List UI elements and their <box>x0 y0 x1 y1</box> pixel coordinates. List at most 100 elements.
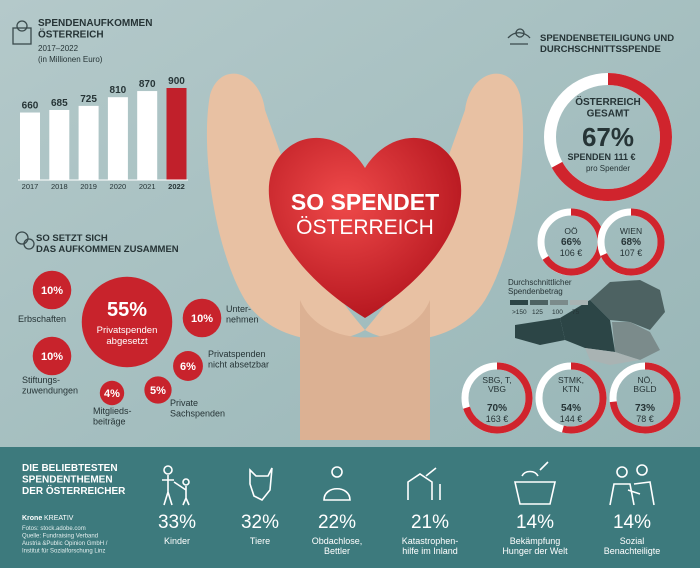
amount-label: 144 € <box>560 414 583 424</box>
category-label: Privatspenden abgesetzt <box>97 325 158 347</box>
chart-note: (in Millionen Euro) <box>38 55 103 64</box>
bar <box>49 109 70 180</box>
category-label: Obdachlose, Bettler <box>312 536 363 556</box>
legend-label: >150 <box>512 309 527 316</box>
category-label: STMK, KTN <box>558 375 584 394</box>
x-tick-label: 2018 <box>51 182 68 191</box>
brand: Krone <box>22 515 42 522</box>
sources: Fotos: stock.adobe.com Quelle: Fundraisin… <box>22 526 108 555</box>
value-label: 68% <box>621 237 641 248</box>
category-label: OÖ <box>564 226 578 236</box>
value-label: 32% <box>241 512 279 533</box>
value-label: 22% <box>318 512 356 533</box>
icon <box>12 20 531 250</box>
value-label: 66% <box>561 237 581 248</box>
category-label: Stiftungs-zuwendungen <box>22 375 78 395</box>
donut-arc <box>544 73 672 201</box>
chart-subtitle: 2017–2022 <box>38 44 79 53</box>
category-label: Bekämpfung Hunger der Welt <box>502 536 568 556</box>
x-tick-label: 2020 <box>110 182 127 191</box>
headline: SO SPENDET <box>291 189 439 215</box>
amount-prefix: SPENDEN <box>567 152 611 162</box>
legend-label: 100 <box>552 309 563 316</box>
brand-suffix: KREATIV <box>44 515 74 522</box>
value-label: 55% <box>107 299 147 321</box>
bar-value-label: 900 <box>168 76 185 87</box>
map <box>515 280 665 365</box>
amount-label: 106 € <box>560 248 583 258</box>
chart-title: SPENDENBETEILIGUNG UND DURCHSCHNITTSSPEND… <box>540 33 674 55</box>
value-label: 54% <box>561 403 581 414</box>
value-label: 10% <box>191 313 213 325</box>
bar <box>107 97 128 180</box>
chart-title: SO SETZT SICH DAS AUFKOMMEN ZUSAMMEN <box>36 233 179 255</box>
category-label: Unter-nehmen <box>226 304 259 324</box>
category-label: ÖSTERREICH GESAMT <box>575 95 641 120</box>
bubble <box>81 276 173 368</box>
bar-value-label: 660 <box>22 101 39 112</box>
amount-label: 111 € <box>614 152 636 162</box>
amount-label: 163 € <box>486 414 509 424</box>
category-label: Katastrophen-hilfe im Inland <box>402 536 459 556</box>
donut-arc <box>461 362 533 434</box>
value-label: 73% <box>635 403 655 414</box>
category-label: NÖ, BGLD <box>633 375 656 394</box>
category-label: WIEN <box>620 226 642 236</box>
value-label: 10% <box>41 285 63 297</box>
headline: ÖSTERREICH <box>296 216 434 239</box>
legend-title: Durchschnittlicher Spendenbetrag <box>508 278 572 296</box>
value-label: 5% <box>150 385 166 397</box>
value-label: 14% <box>613 512 651 533</box>
category-label: Tiere <box>250 536 270 546</box>
value-label: 70% <box>487 403 507 414</box>
icon <box>162 461 655 506</box>
value-label: 33% <box>158 512 196 533</box>
donut-arc <box>609 362 681 434</box>
bar-value-label: 725 <box>80 94 97 105</box>
bar <box>166 88 187 180</box>
legend-swatch <box>570 300 588 305</box>
bubble <box>144 376 172 404</box>
bar <box>20 112 40 180</box>
bar-value-label: 685 <box>51 98 68 109</box>
category-label: Mitglieds-beiträge <box>93 406 132 426</box>
x-tick-label: 2021 <box>139 182 156 191</box>
value-label: 14% <box>516 512 554 533</box>
bubble <box>99 380 125 406</box>
amount-label: 107 € <box>620 248 643 258</box>
x-tick-label: 2017 <box>22 182 39 191</box>
category-label: SBG, T, VBG <box>482 375 511 394</box>
bubble <box>173 351 203 381</box>
category-label: Erbschaften <box>18 314 66 324</box>
value-label: 10% <box>41 351 63 363</box>
legend-label: 125 <box>532 309 543 316</box>
category-label: Kinder <box>164 536 190 546</box>
donut-arc <box>535 362 607 434</box>
bar-value-label: 870 <box>139 79 156 90</box>
bubble <box>182 298 222 338</box>
bar-value-label: 810 <box>110 85 127 96</box>
legend-label: 75 <box>572 309 580 316</box>
amount-label: 78 € <box>636 414 654 424</box>
value-label: 21% <box>411 512 449 533</box>
category-label: Privatspenden nicht absetzbar <box>208 349 269 369</box>
x-tick-label: 2019 <box>80 182 97 191</box>
bubble <box>32 270 72 310</box>
heart <box>268 137 462 318</box>
value-label: 67% <box>582 122 634 152</box>
category-label: Sozial Benachteiligte <box>604 536 661 556</box>
value-label: 6% <box>180 361 196 373</box>
category-label: Private Sachspenden <box>170 398 225 418</box>
bar <box>137 91 158 180</box>
chart-title: DIE BELIEBTESTEN SPENDENTHEMEN DER ÖSTERRE… <box>22 463 126 497</box>
value-label: 4% <box>104 388 120 400</box>
donut-arc <box>597 208 665 276</box>
legend-swatch <box>510 300 528 305</box>
bottom-band <box>0 447 700 568</box>
bubble <box>32 336 72 376</box>
chart-title: SPENDENAUFKOMMEN ÖSTERREICH <box>38 18 152 41</box>
x-tick-label: 2022 <box>168 182 185 191</box>
legend-swatch <box>550 300 568 305</box>
amount-note: pro Spender <box>586 164 630 173</box>
